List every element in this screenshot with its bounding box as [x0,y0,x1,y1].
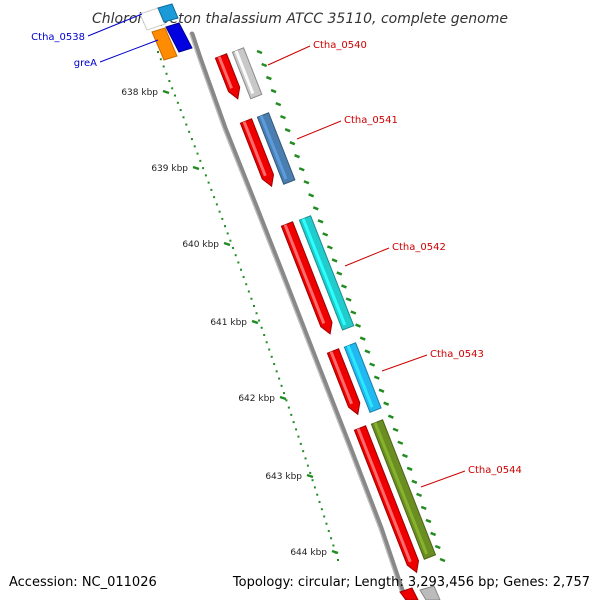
cds-highlight[interactable] [283,224,326,324]
gene-label-Ctha_0542[interactable]: Ctha_0542 [344,242,446,267]
ruler-tick-label: 639 kbp [151,164,188,174]
ruler-tick: 638 kbp [121,88,170,98]
gene-partial-bottom[interactable] [399,585,441,600]
ruler-tick: 643 kbp [265,472,314,482]
ruler-tick: 641 kbp [210,318,259,328]
gene-Ctha_0542[interactable] [280,215,355,335]
product-highlight[interactable] [373,422,428,555]
gene-label-text[interactable]: Ctha_0540 [313,40,367,51]
ruler-tick-label: 642 kbp [238,394,275,404]
product-highlight[interactable] [259,115,288,180]
gene-label-Ctha_0541[interactable]: Ctha_0541 [296,115,398,140]
cds-highlight[interactable] [217,56,233,89]
ruler-tick-label: 643 kbp [265,472,302,482]
gene-label-text[interactable]: Ctha_0544 [468,465,522,476]
gene-Ctha_0541[interactable] [239,112,296,188]
accession-text: Accession: NC_011026 [9,575,157,590]
gene-Ctha_0540[interactable] [214,47,263,100]
ruler-tick: 639 kbp [151,164,200,174]
gene-label-Ctha_0540[interactable]: Ctha_0540 [267,40,367,66]
gene-label-text[interactable]: Ctha_0542 [392,242,446,253]
gene-label-text[interactable]: Ctha_0541 [344,115,398,126]
cds-highlight[interactable] [242,121,267,177]
cds-highlight[interactable] [329,351,353,405]
gene-tracks [214,47,446,600]
gene-label-Ctha_0543[interactable]: Ctha_0543 [381,349,484,372]
gene-label-Ctha_0538[interactable]: Ctha_0538 [31,13,143,43]
gene-label-text[interactable]: Ctha_0538 [31,32,85,43]
gene-label-Ctha_0544[interactable]: Ctha_0544 [420,465,522,488]
gene-label-text[interactable]: Ctha_0543 [430,349,484,360]
ruler: 638 kbp 639 kbp 640 kbp 641 kbp 642 kbp 643 k… [121,51,339,561]
ruler-tick: 644 kbp [290,548,339,558]
gene-Ctha_0538-block[interactable] [139,3,193,61]
product-highlight[interactable] [234,50,255,95]
genome-backbone [189,31,411,600]
ruler-tick-label: 641 kbp [210,318,247,328]
ruler-tick-label: 638 kbp [121,88,158,98]
product-highlight[interactable] [301,218,347,326]
gene-label-greA[interactable]: greA [74,39,159,69]
gene-Ctha_0543[interactable] [326,342,382,416]
gene-Ctha_0544[interactable] [353,419,437,574]
ruler-tick-label: 640 kbp [182,240,219,250]
strand-dashes [256,49,446,563]
ruler-tick-label: 644 kbp [290,548,327,558]
ruler-tick: 642 kbp [238,394,287,404]
gene-labels: Ctha_0538 greA Ctha_0540 Ctha_0541 Ctha_0542… [31,13,522,488]
ruler-tick: 640 kbp [182,240,231,250]
map-title: Chloroherpeton thalassium ATCC 35110, co… [92,11,508,27]
gene-label-text[interactable]: greA [74,58,97,69]
genome-summary-text: Topology: circular; Length: 3,293,456 bp… [232,575,590,590]
cds-highlight[interactable] [356,428,412,563]
product-highlight[interactable] [346,345,374,408]
